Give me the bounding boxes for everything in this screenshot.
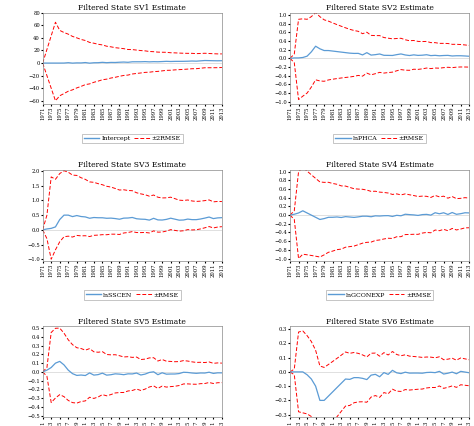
Legend: Intercept, ±2RMSE: Intercept, ±2RMSE xyxy=(82,134,182,143)
Legend: lnSSCEN, ±RMSE: lnSSCEN, ±RMSE xyxy=(84,291,181,299)
Legend: lnPHCA, ±RMSE: lnPHCA, ±RMSE xyxy=(333,134,426,143)
Title: Filtered State SV3 Estimate: Filtered State SV3 Estimate xyxy=(78,161,186,169)
Title: Filtered State SV2 Estimate: Filtered State SV2 Estimate xyxy=(326,4,434,12)
Title: Filtered State SV6 Estimate: Filtered State SV6 Estimate xyxy=(326,317,434,325)
Title: Filtered State SV1 Estimate: Filtered State SV1 Estimate xyxy=(78,4,186,12)
Legend: lnGCONEXP, ±RMSE: lnGCONEXP, ±RMSE xyxy=(326,291,433,299)
Title: Filtered State SV5 Estimate: Filtered State SV5 Estimate xyxy=(78,317,186,325)
Title: Filtered State SV4 Estimate: Filtered State SV4 Estimate xyxy=(326,161,434,169)
